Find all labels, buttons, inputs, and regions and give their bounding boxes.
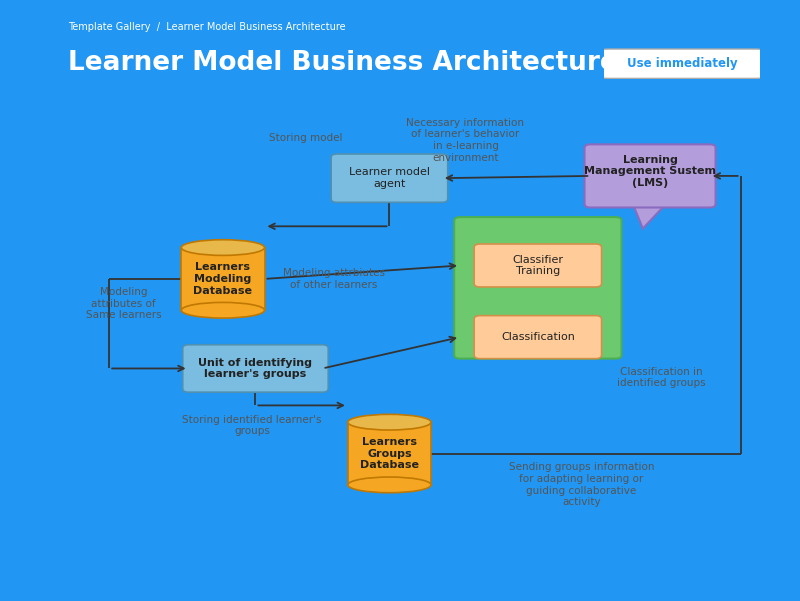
- FancyBboxPatch shape: [454, 217, 622, 359]
- Ellipse shape: [182, 240, 265, 255]
- Text: Learners
Groups
Database: Learners Groups Database: [360, 437, 419, 470]
- Text: Sending groups information
for adapting learning or
guiding collaborative
activi: Sending groups information for adapting …: [509, 463, 654, 507]
- Ellipse shape: [348, 477, 431, 493]
- Ellipse shape: [182, 302, 265, 318]
- Polygon shape: [632, 202, 668, 228]
- Text: Storing identified learner's
groups: Storing identified learner's groups: [182, 415, 322, 436]
- Text: Learner model
agent: Learner model agent: [349, 167, 430, 189]
- FancyBboxPatch shape: [331, 154, 448, 203]
- Text: Classification in
identified groups: Classification in identified groups: [617, 367, 706, 388]
- Text: Classifier
Training: Classifier Training: [512, 255, 563, 276]
- Text: Storing model: Storing model: [270, 133, 343, 143]
- FancyBboxPatch shape: [585, 144, 715, 207]
- Text: Use immediately: Use immediately: [626, 57, 738, 70]
- Text: Classification: Classification: [501, 332, 574, 342]
- Text: Unit of Learners
Assignment to
Identified Groups: Unit of Learners Assignment to Identifie…: [493, 250, 583, 283]
- Text: Modeling
attributes of
Same learners: Modeling attributes of Same learners: [86, 287, 162, 320]
- FancyBboxPatch shape: [474, 244, 602, 287]
- Text: Necessary information
of learner's behavior
in e-learning
environment: Necessary information of learner's behav…: [406, 118, 525, 162]
- Text: Learners
Modeling
Database: Learners Modeling Database: [194, 262, 253, 296]
- Text: Unit of identifying
learner's groups: Unit of identifying learner's groups: [198, 358, 313, 379]
- FancyBboxPatch shape: [601, 49, 763, 78]
- FancyBboxPatch shape: [182, 345, 328, 392]
- Bar: [348, 422, 431, 485]
- Text: Learner Model Business Architecture: Learner Model Business Architecture: [68, 50, 618, 76]
- Text: Template Gallery  /  Learner Model Business Architecture: Template Gallery / Learner Model Busines…: [68, 22, 346, 32]
- Bar: [182, 248, 265, 310]
- Text: Learning
Management Sustem
(LMS): Learning Management Sustem (LMS): [584, 155, 716, 188]
- Text: Modeling attrbiutes
of other learners: Modeling attrbiutes of other learners: [282, 268, 385, 290]
- Ellipse shape: [348, 414, 431, 430]
- FancyBboxPatch shape: [474, 316, 602, 359]
